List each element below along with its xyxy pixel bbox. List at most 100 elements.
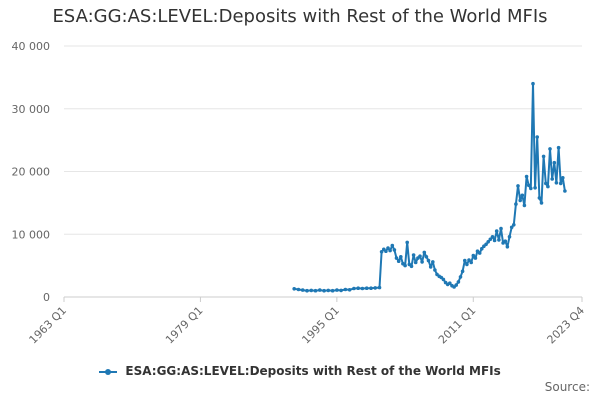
data-point[interactable] [422,250,427,255]
data-point[interactable] [561,176,565,180]
data-point[interactable] [431,260,435,264]
data-point[interactable] [550,177,554,181]
data-point[interactable] [300,288,305,292]
data-point[interactable] [460,269,465,274]
data-point[interactable] [497,238,501,242]
data-point[interactable] [486,240,491,244]
data-point[interactable] [477,251,482,255]
x-tick-label: 2023 Q4 [545,304,588,347]
data-point[interactable] [522,203,527,208]
data-point[interactable] [454,283,459,287]
data-point[interactable] [488,237,493,242]
data-point[interactable] [456,280,461,284]
data-point[interactable] [322,288,326,293]
data-point[interactable] [339,288,343,293]
data-point[interactable] [309,288,314,293]
data-point[interactable] [492,238,497,243]
data-point[interactable] [520,193,525,198]
data-point[interactable] [360,286,365,291]
data-point[interactable] [373,286,378,290]
data-point[interactable] [379,250,384,254]
data-point[interactable] [471,253,476,258]
data-point[interactable] [364,286,369,291]
data-point[interactable] [377,285,382,290]
data-point[interactable] [505,245,510,249]
data-point[interactable] [390,243,395,248]
data-point[interactable] [516,184,520,188]
data-point[interactable] [531,81,535,86]
data-point[interactable] [305,288,309,293]
data-point[interactable] [399,254,403,259]
data-point[interactable] [507,235,512,239]
data-point[interactable] [541,154,546,159]
data-point[interactable] [514,202,518,206]
data-point[interactable] [418,254,422,258]
data-point[interactable] [409,264,414,269]
data-point[interactable] [343,287,348,292]
data-point[interactable] [554,181,559,185]
data-point[interactable] [463,258,467,263]
data-point[interactable] [292,287,297,291]
data-point[interactable] [386,246,390,250]
data-point[interactable] [448,281,452,286]
gridlines [64,45,582,298]
data-point[interactable] [420,260,424,264]
chart-title: ESA:GG:AS:LEVEL:Deposits with Rest of th… [52,6,548,27]
data-point[interactable] [537,196,542,200]
data-point[interactable] [484,242,488,247]
data-point[interactable] [369,286,373,291]
data-point[interactable] [458,275,463,279]
data-point[interactable] [509,225,514,230]
data-point[interactable] [494,229,499,233]
data-point[interactable] [535,135,539,139]
data-point[interactable] [403,263,407,268]
data-point[interactable] [347,288,352,292]
data-point[interactable] [441,277,446,282]
data-point[interactable] [465,262,469,267]
legend-swatch-icon [99,367,118,377]
data-point[interactable] [469,260,474,265]
data-point[interactable] [548,147,552,151]
data-point[interactable] [558,181,563,186]
data-point[interactable] [405,240,410,245]
data-point[interactable] [433,268,437,272]
data-point[interactable] [499,226,503,231]
data-point[interactable] [563,189,567,193]
data-point[interactable] [546,184,550,189]
data-point[interactable] [539,201,544,205]
data-point[interactable] [384,249,388,253]
data-point[interactable] [335,288,339,292]
data-point[interactable] [512,223,516,227]
data-point[interactable] [552,160,557,165]
data-point[interactable] [426,258,431,263]
data-point[interactable] [394,256,399,260]
data-point[interactable] [330,288,335,293]
data-point[interactable] [480,246,484,251]
data-point[interactable] [318,288,322,292]
data-point[interactable] [490,235,495,239]
data-point[interactable] [526,183,531,188]
data-point[interactable] [313,288,318,293]
data-point[interactable] [424,254,429,259]
data-point[interactable] [392,248,397,252]
data-point[interactable] [529,186,533,191]
data-point[interactable] [428,265,433,269]
data-point[interactable] [396,259,401,264]
data-point[interactable] [473,256,478,260]
source-label: Source: [544,380,590,394]
data-point[interactable] [411,253,416,257]
data-point[interactable] [296,287,301,292]
data-point[interactable] [413,260,418,265]
data-point[interactable] [467,258,471,262]
data-point[interactable] [556,145,561,150]
data-point[interactable] [326,288,331,293]
data-point[interactable] [352,286,356,291]
data-point[interactable] [503,239,508,243]
legend[interactable]: ESA:GG:AS:LEVEL:Deposits with Rest of th… [0,364,600,378]
data-point[interactable] [388,248,392,253]
data-point[interactable] [518,198,522,203]
data-point[interactable] [533,186,537,190]
data-point[interactable] [356,286,361,291]
data-point[interactable] [544,181,548,186]
data-point[interactable] [524,174,529,179]
